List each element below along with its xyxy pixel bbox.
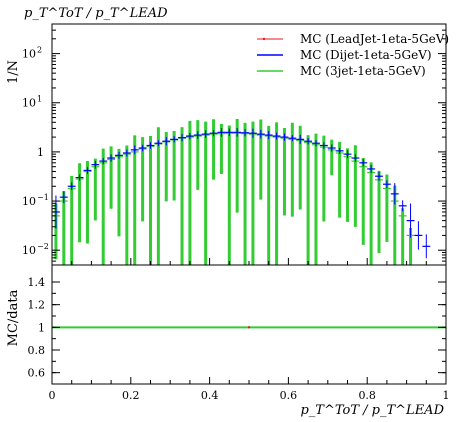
ratio-panel: 0.6 0.8 1 1.2 1.4 MC/data: [6, 264, 447, 385]
x-axis: 0 0.2 0.4 0.6 0.8 1: [49, 258, 450, 402]
ratio-marker: [247, 326, 251, 329]
ratio-y-tick-label: 1.2: [28, 299, 46, 312]
series-1: [52, 127, 431, 259]
main-y-tick-label: 10: [22, 195, 36, 208]
main-y-tick-label: 10: [22, 48, 36, 61]
main-y-tick-exponent: −1: [37, 193, 49, 202]
ratio-y-tick-label: 0.8: [28, 344, 46, 357]
main-y-tick-exponent: 2: [37, 46, 42, 55]
ratio-y-tick-label: 1: [38, 321, 45, 334]
ratio-series-layer: [52, 326, 446, 329]
series-2: [52, 119, 415, 265]
legend-label: MC (LeadJet-1eta-5GeV): [300, 32, 449, 46]
main-series-layer: [52, 119, 431, 265]
legend-label: MC (3jet-1eta-5GeV): [300, 64, 426, 78]
main-y-tick-label: 1: [37, 146, 44, 159]
legend: MC (LeadJet-1eta-5GeV) MC (Dijet-1eta-5Ge…: [257, 32, 449, 78]
ratio-y-tick-label: 0.6: [28, 367, 46, 380]
main-y-tick-exponent: 1: [37, 95, 42, 104]
x-tick-label: 0: [49, 389, 56, 402]
x-tick-label: 1: [443, 389, 450, 402]
ratio-y-label: MC/data: [6, 289, 21, 346]
x-tick-label: 0.4: [201, 389, 219, 402]
main-y-tick-label: 10: [22, 97, 36, 110]
ratio-y-tick-label: 1.4: [28, 276, 46, 289]
main-y-label: 1/N: [6, 60, 21, 84]
plot-title: p_T^ToT / p_T^LEAD: [24, 6, 168, 21]
ratio-frame: [51, 264, 447, 385]
main-y-tick-exponent: −2: [37, 242, 49, 251]
main-y-tick-label: 10: [22, 244, 36, 257]
ratio-y-axis: 0.6 0.8 1 1.2 1.4: [28, 276, 446, 385]
x-axis-label: p_T^ToT / p_T^LEAD: [300, 403, 444, 418]
x-tick-label: 0.6: [280, 389, 298, 402]
x-tick-label: 0.8: [358, 389, 376, 402]
x-tick-label: 0.2: [122, 389, 140, 402]
legend-label: MC (Dijet-1eta-5GeV): [300, 48, 432, 62]
